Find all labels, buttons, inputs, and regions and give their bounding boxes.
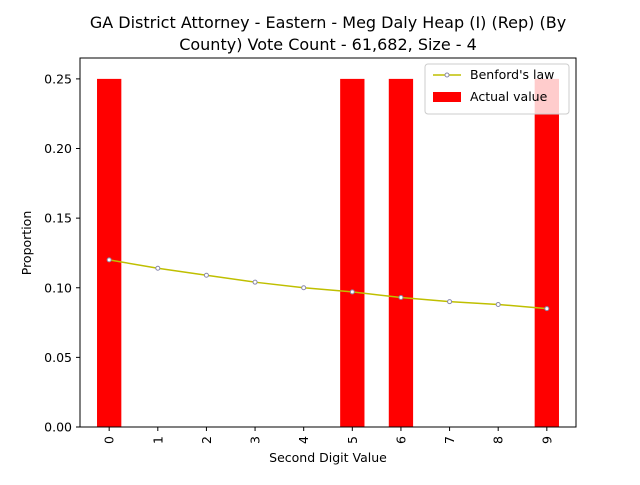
legend-benford-marker [444,72,450,78]
x-tick-label-5: 5 [345,436,360,444]
benford-point-5 [349,289,355,295]
y-tick-label-0.15: 0.15 [44,211,72,226]
bar-9 [534,78,559,428]
y-tick-label-0.10: 0.10 [44,280,72,295]
x-tick-label-9: 9 [539,436,554,444]
y-tick-label-0.20: 0.20 [44,141,72,156]
chart-title-line-2: County) Vote Count - 61,682, Size - 4 [179,35,477,54]
y-tick-label-0.25: 0.25 [44,71,72,86]
legend-actual-label: Actual value [470,89,548,104]
x-tick-label-0: 0 [102,436,117,444]
x-tick-label-6: 6 [393,436,408,444]
benford-line [109,259,547,310]
benford-point-3 [252,279,258,285]
x-tick-label-3: 3 [248,436,263,444]
chart-title-line-1: GA District Attorney - Eastern - Meg Dal… [90,13,566,32]
benford-point-9 [544,306,550,312]
x-tick-label-1: 1 [150,436,165,444]
benford-point-2 [203,272,209,278]
legend-benford-label: Benford's law [470,67,554,82]
benford-line-layer [106,257,550,312]
x-tick-label-2: 2 [199,436,214,444]
x-tick-label-4: 4 [296,436,311,444]
benford-point-8 [495,301,501,307]
x-axis-label: Second Digit Value [269,450,387,465]
benford-point-0 [106,257,112,263]
axes-layer: 0.00 0.05 0.10 0.15 0.20 0.25 0 1 2 3 4 5 6 7 8 9 [44,57,577,444]
y-tick-label-0.05: 0.05 [44,350,72,365]
bar-0 [97,78,122,428]
y-tick-label-0.00: 0.00 [44,420,72,435]
bars-layer [97,78,559,428]
benford-point-7 [447,299,453,305]
legend: Benford's law Actual value [424,63,570,115]
benford-point-1 [155,265,161,271]
x-tick-label-8: 8 [491,436,506,444]
bar-6 [388,78,414,428]
benford-point-6 [398,295,404,301]
y-axis-label: Proportion [19,211,34,276]
x-tick-label-7: 7 [442,436,457,444]
bar-5 [340,78,365,428]
legend-actual-swatch [433,92,461,102]
benford-point-4 [301,285,307,291]
plot-frame [79,57,577,428]
